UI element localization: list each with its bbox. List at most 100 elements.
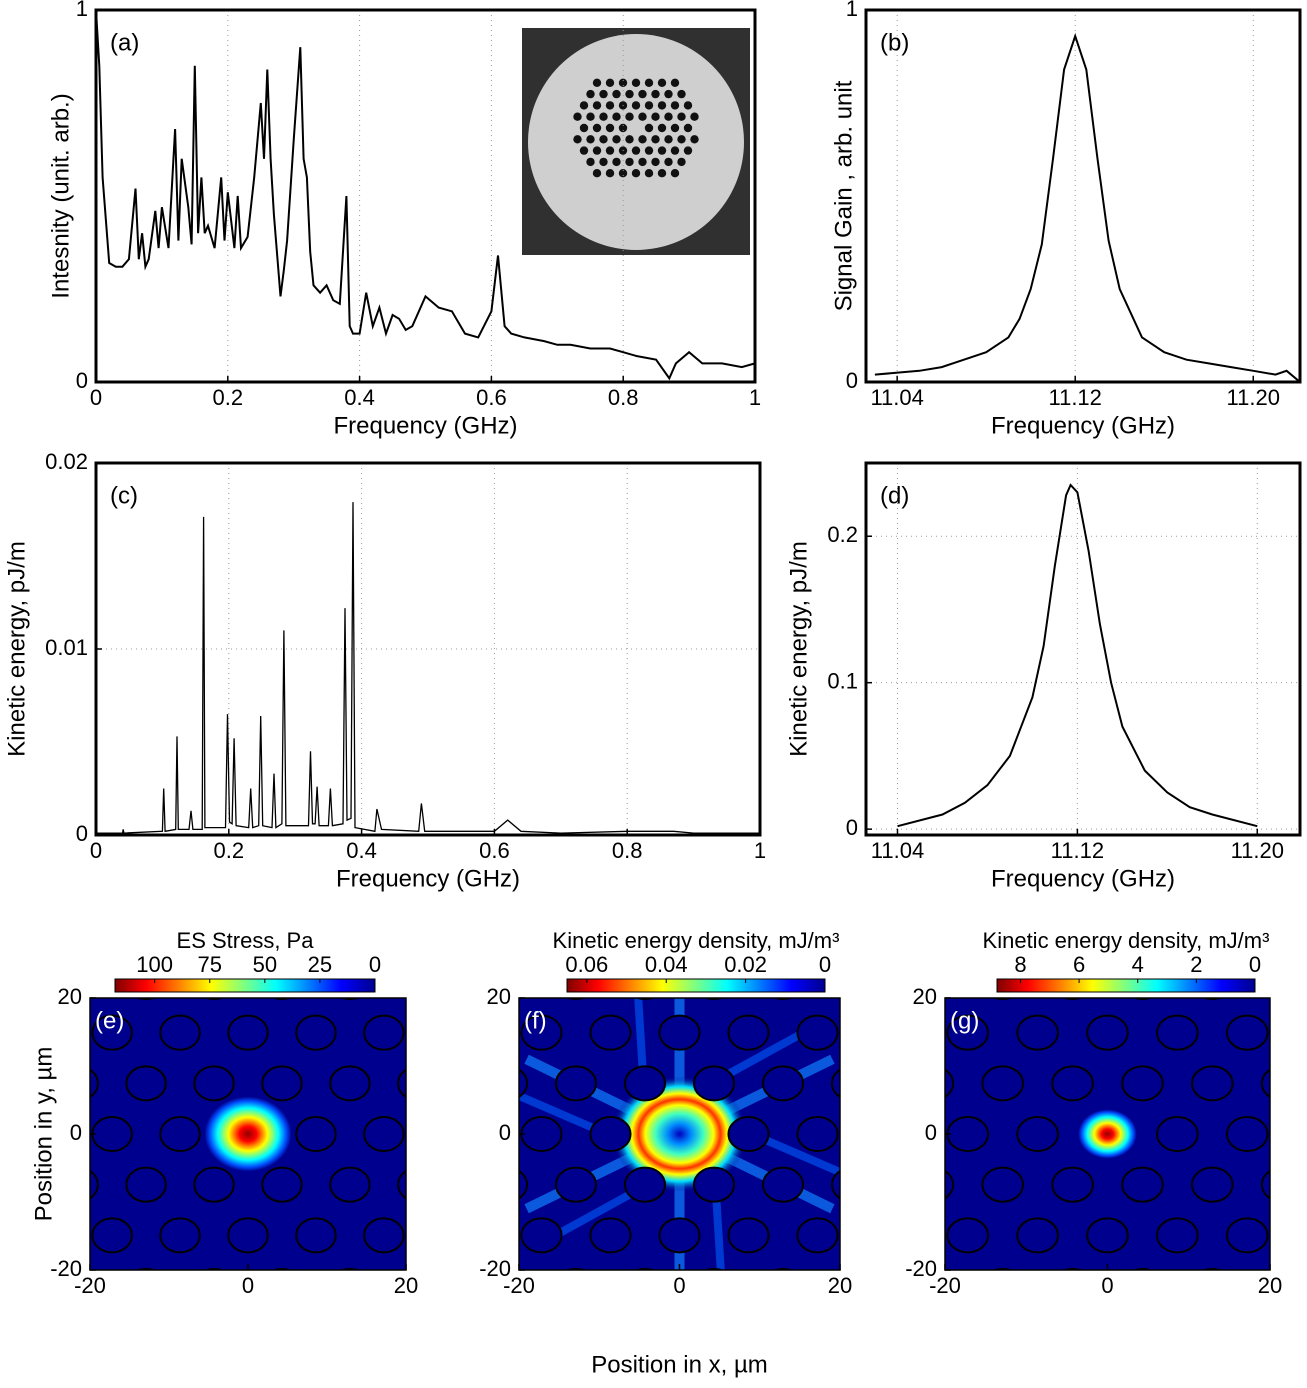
x-axis-label: Frequency (GHz) bbox=[991, 412, 1175, 439]
inset-hole bbox=[592, 123, 602, 133]
air-hole bbox=[432, 1218, 472, 1252]
panel: 100 75 50 25 0 ES Stress, Pa (e) -20 0 20 -20 0 20 Po… bbox=[30, 928, 472, 1298]
air-hole bbox=[796, 1116, 839, 1152]
inset-hole bbox=[612, 112, 621, 121]
air-hole bbox=[554, 1065, 598, 1102]
field-arm bbox=[750, 1130, 840, 1177]
plot-frame bbox=[864, 8, 1302, 384]
air-hole bbox=[136, 998, 156, 1001]
inset-hole bbox=[651, 89, 660, 99]
inset-hole bbox=[592, 78, 602, 88]
inset-hole bbox=[592, 101, 602, 110]
x-tick-label: 1 bbox=[754, 838, 766, 863]
air-hole bbox=[773, 1267, 793, 1270]
x-tick-label: -20 bbox=[74, 1273, 106, 1298]
panel-label: (d) bbox=[880, 482, 909, 509]
inset-hole bbox=[631, 146, 641, 155]
x-tick-label: 0.2 bbox=[213, 385, 244, 410]
air-hole bbox=[125, 1166, 167, 1203]
air-hole bbox=[832, 965, 872, 999]
air-hole bbox=[329, 1065, 371, 1102]
air-hole bbox=[1132, 1267, 1153, 1270]
air-hole bbox=[1297, 1117, 1307, 1151]
air-hole bbox=[159, 1217, 201, 1254]
y-tick-label: -20 bbox=[905, 1256, 937, 1281]
inset-hole bbox=[664, 157, 673, 167]
air-hole bbox=[1062, 1267, 1083, 1270]
y-tick-label: 0 bbox=[76, 368, 88, 393]
air-hole bbox=[1062, 998, 1083, 1001]
air-hole bbox=[295, 1217, 337, 1254]
air-hole bbox=[727, 1217, 770, 1254]
inset-hole bbox=[651, 112, 660, 121]
air-hole bbox=[623, 1166, 667, 1203]
air-hole bbox=[946, 1014, 990, 1051]
air-hole bbox=[704, 1267, 724, 1270]
y-tick-label: 0 bbox=[76, 821, 88, 846]
panel: (b) 11.04 11.12 11.20 0 1 Frequency (GHz) Signa… bbox=[830, 0, 1302, 439]
air-hole bbox=[981, 1065, 1024, 1102]
x-tick-label: 20 bbox=[828, 1273, 852, 1298]
x-tick-label: 11.04 bbox=[871, 838, 924, 863]
air-hole bbox=[1132, 998, 1153, 1001]
field-mode bbox=[1078, 1109, 1137, 1159]
inset-hole bbox=[605, 123, 615, 133]
y-tick-label: 0.01 bbox=[45, 635, 88, 660]
x-tick-label: 0.6 bbox=[476, 385, 507, 410]
y-tick-label: 20 bbox=[58, 984, 82, 1009]
air-hole bbox=[295, 1014, 337, 1051]
air-hole bbox=[981, 1166, 1024, 1203]
x-tick-label: 20 bbox=[394, 1273, 418, 1298]
x-tick-label: 11.12 bbox=[1051, 838, 1104, 863]
x-tick-label: 0 bbox=[90, 838, 102, 863]
air-hole bbox=[204, 998, 224, 1001]
inset-hole bbox=[638, 112, 647, 121]
x-tick-label: 0.2 bbox=[214, 838, 245, 863]
y-tick-label: 0 bbox=[846, 815, 858, 840]
air-hole bbox=[1156, 1217, 1199, 1254]
inset-hole bbox=[612, 89, 621, 99]
y-tick-label: -20 bbox=[479, 1256, 511, 1281]
x-tick-label: 0 bbox=[673, 1273, 685, 1298]
colorbar-tick-label: 50 bbox=[253, 952, 277, 977]
inset-hole bbox=[670, 101, 680, 110]
air-hole bbox=[992, 1267, 1013, 1270]
air-hole bbox=[1202, 998, 1223, 1001]
air-hole bbox=[1086, 1014, 1129, 1051]
x-tick-label: 0.4 bbox=[344, 385, 375, 410]
y-tick-label: 0 bbox=[70, 1120, 82, 1145]
air-hole bbox=[397, 1068, 406, 1099]
inset-hole bbox=[677, 112, 686, 121]
y-tick-label: 20 bbox=[913, 984, 937, 1009]
inset-hole bbox=[670, 123, 680, 133]
inset-hole bbox=[670, 78, 680, 88]
inset-hole bbox=[664, 135, 673, 144]
air-hole bbox=[432, 1117, 472, 1151]
colorbar-label: ES Stress, Pa bbox=[177, 928, 315, 953]
inset-hole bbox=[605, 101, 615, 110]
colorbar-tick-label: 0 bbox=[1249, 952, 1261, 977]
x-tick-label: 0 bbox=[1101, 1273, 1113, 1298]
panel-label: (b) bbox=[880, 29, 909, 56]
x-tick-label: 11.20 bbox=[1231, 838, 1284, 863]
inset-hole bbox=[657, 169, 667, 178]
inset-hole bbox=[683, 123, 693, 133]
inset-hole bbox=[670, 146, 680, 155]
air-hole bbox=[340, 998, 360, 1001]
air-hole bbox=[1016, 1116, 1059, 1152]
x-tick-label: 0.8 bbox=[608, 385, 639, 410]
inset-hole bbox=[618, 169, 628, 178]
air-hole bbox=[727, 1116, 770, 1152]
air-hole bbox=[520, 1217, 563, 1254]
colorbar bbox=[566, 978, 826, 993]
inset-hole bbox=[670, 169, 680, 178]
air-hole bbox=[1051, 1166, 1094, 1203]
y-tick-label: 0.2 bbox=[827, 522, 858, 547]
air-hole bbox=[363, 1217, 405, 1254]
air-hole bbox=[272, 1267, 292, 1270]
inset-hole bbox=[690, 135, 699, 144]
panel: (c) 0 0.2 0.4 0.6 0.8 1 0 0.01 0.02 Frequency (GHz… bbox=[3, 449, 766, 893]
field-mode bbox=[611, 1076, 748, 1192]
air-hole bbox=[589, 1014, 632, 1051]
